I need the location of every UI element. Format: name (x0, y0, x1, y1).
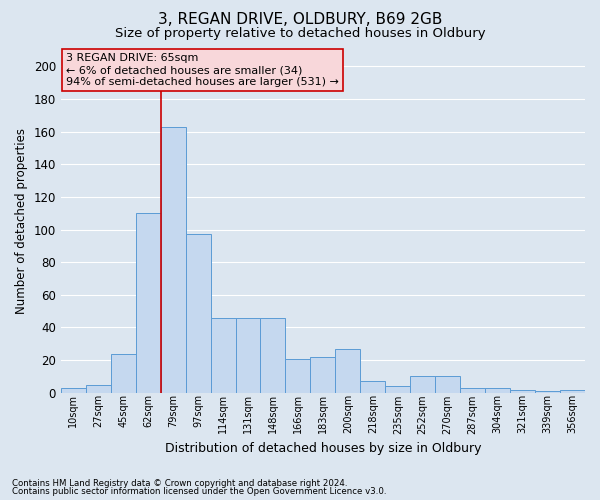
Bar (310, 357, 335, 393)
Bar (211, 318, 236, 393)
Bar (485, 388, 510, 393)
X-axis label: Distribution of detached houses by size in Oldbury: Distribution of detached houses by size … (164, 442, 481, 455)
Bar (435, 376, 460, 393)
Bar (161, 126, 185, 393)
Bar (185, 234, 211, 393)
Bar (136, 213, 161, 393)
Bar (410, 376, 435, 393)
Text: 3 REGAN DRIVE: 65sqm
← 6% of detached houses are smaller (34)
94% of semi-detach: 3 REGAN DRIVE: 65sqm ← 6% of detached ho… (66, 54, 339, 86)
Bar (361, 382, 385, 393)
Bar (286, 358, 310, 393)
Bar (260, 318, 286, 393)
Bar (236, 318, 260, 393)
Y-axis label: Number of detached properties: Number of detached properties (15, 128, 28, 314)
Text: 3, REGAN DRIVE, OLDBURY, B69 2GB: 3, REGAN DRIVE, OLDBURY, B69 2GB (158, 12, 442, 28)
Bar (335, 348, 361, 393)
Text: Size of property relative to detached houses in Oldbury: Size of property relative to detached ho… (115, 28, 485, 40)
Bar (385, 386, 410, 393)
Bar (510, 390, 535, 393)
Bar (460, 388, 485, 393)
Text: Contains HM Land Registry data © Crown copyright and database right 2024.: Contains HM Land Registry data © Crown c… (12, 478, 347, 488)
Bar (111, 354, 136, 393)
Bar (86, 384, 111, 393)
Bar (61, 388, 86, 393)
Text: Contains public sector information licensed under the Open Government Licence v3: Contains public sector information licen… (12, 487, 386, 496)
Bar (535, 391, 560, 393)
Bar (560, 390, 585, 393)
